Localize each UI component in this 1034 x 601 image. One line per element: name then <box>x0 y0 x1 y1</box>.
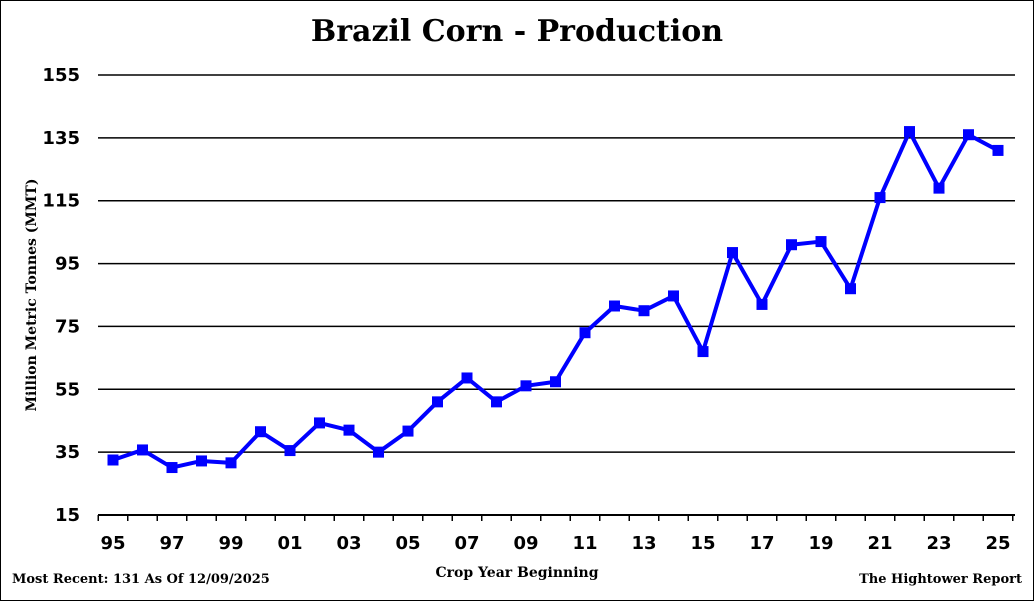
source-credit: The Hightower Report <box>859 572 1022 587</box>
x-tick-label: 07 <box>454 533 479 554</box>
y-tick-label: 15 <box>55 505 80 526</box>
y-tick-label: 75 <box>55 316 80 337</box>
data-point <box>137 444 148 456</box>
series-layer <box>107 126 1004 474</box>
x-tick-label: 95 <box>100 533 125 554</box>
data-point <box>520 380 532 392</box>
x-tick-label: 17 <box>749 533 774 554</box>
data-point <box>697 346 709 358</box>
data-point <box>491 396 502 408</box>
data-point <box>992 144 1004 156</box>
y-tick-label: 115 <box>42 191 80 212</box>
chart-title: Brazil Corn - Production <box>310 14 724 49</box>
data-point <box>609 300 620 312</box>
data-point <box>402 425 414 437</box>
data-point <box>638 305 650 317</box>
data-point <box>343 424 355 436</box>
most-recent-note: Most Recent: 131 As Of 12/09/2025 <box>12 572 270 587</box>
series-line <box>112 129 999 470</box>
x-axis: 95 97 99 01 03 05 07 09 11 13 15 17 19 21 23 25 <box>97 514 1015 554</box>
data-point <box>550 376 561 388</box>
x-axis-label: Crop Year Beginning <box>435 565 599 581</box>
data-point <box>933 182 945 194</box>
grid-lines <box>98 74 1015 453</box>
data-point <box>432 396 443 408</box>
data-point <box>727 247 738 259</box>
data-point <box>255 426 266 438</box>
y-tick-label: 155 <box>42 65 80 86</box>
x-tick-label: 15 <box>690 533 715 554</box>
x-tick-label: 13 <box>631 533 656 554</box>
data-point <box>579 327 591 339</box>
data-point <box>845 283 856 295</box>
x-tick-label: 97 <box>159 533 184 554</box>
data-point <box>284 445 296 457</box>
x-tick-label: 99 <box>218 533 243 554</box>
data-point <box>166 462 178 474</box>
data-point <box>196 455 207 467</box>
data-point <box>786 239 797 251</box>
x-tick-label: 01 <box>277 533 302 554</box>
x-tick-label: 19 <box>808 533 833 554</box>
x-tick-label: 03 <box>336 533 361 554</box>
data-point <box>107 454 119 466</box>
data-point <box>373 446 384 458</box>
data-point <box>314 417 325 429</box>
x-tick-label: 05 <box>395 533 420 554</box>
y-tick-label: 35 <box>55 442 80 463</box>
x-tick-label: 09 <box>513 533 538 554</box>
y-tick-label: 135 <box>42 128 80 149</box>
data-point <box>963 129 974 141</box>
x-tick-label: 25 <box>985 533 1010 554</box>
y-tick-label: 55 <box>55 379 80 400</box>
data-point <box>461 372 473 384</box>
x-tick-label: 11 <box>572 533 597 554</box>
x-tick-label: 21 <box>867 533 892 554</box>
data-point <box>756 298 768 310</box>
data-point <box>815 236 827 248</box>
data-point <box>225 457 237 469</box>
y-axis-ticks: 15 35 55 75 95 115 135 155 <box>42 65 80 526</box>
x-tick-label: 23 <box>926 533 951 554</box>
y-tick-label: 95 <box>55 254 80 275</box>
data-point <box>668 290 679 302</box>
data-point <box>874 192 886 204</box>
data-point <box>904 126 915 138</box>
